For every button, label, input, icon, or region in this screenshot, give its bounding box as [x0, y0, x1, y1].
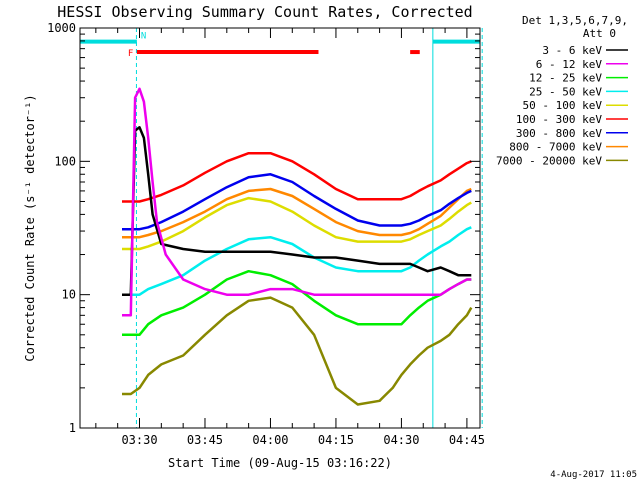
- axes: 1 10 100 1000 03:30 03:45 04:00 04:15 04:30 04:45: [47, 21, 485, 447]
- legend-label: 50 - 100 keV: [523, 99, 603, 112]
- series-line: [122, 296, 473, 406]
- series-line: [122, 226, 472, 296]
- flag-bars: NF: [80, 32, 480, 59]
- legend-label: 3 - 6 keV: [542, 44, 602, 57]
- legend-header-line-1: Det 1,3,5,6,7,9,: [522, 14, 628, 27]
- series-line: [122, 187, 472, 239]
- x-tick-label: 03:30: [121, 433, 157, 447]
- chart-title: HESSI Observing Summary Count Rates, Cor…: [57, 3, 472, 21]
- timestamp: 4-Aug-2017 11:05: [550, 470, 637, 480]
- legend-label: 12 - 25 keV: [529, 72, 602, 85]
- plot-frame: [79, 27, 481, 429]
- y-axis-label: Corrected Count Rate (s⁻¹ detector⁻¹): [23, 94, 37, 361]
- x-tick-label: 04:00: [252, 433, 288, 447]
- legend-label: 300 - 800 keV: [516, 127, 602, 140]
- legend-label: 800 - 7000 keV: [509, 141, 602, 154]
- series-layer: [122, 87, 473, 406]
- series-line: [122, 173, 472, 231]
- x-tick-label: 04:45: [449, 433, 485, 447]
- legend-label: 25 - 50 keV: [529, 85, 602, 98]
- legend-header-line-2: Att 0: [583, 27, 616, 40]
- x-axis-label: Start Time (09-Aug-15 03:16:22): [168, 456, 392, 470]
- y-tick-label: 100: [54, 154, 76, 168]
- legend-label: 6 - 12 keV: [536, 58, 603, 71]
- series-line: [122, 196, 472, 251]
- y-tick-label: 1: [69, 421, 76, 435]
- series-line: [122, 87, 472, 317]
- legend-label: 7000 - 20000 keV: [496, 154, 602, 167]
- legend-label: 100 - 300 keV: [516, 113, 602, 126]
- x-tick-label: 04:15: [318, 433, 354, 447]
- flag-label: N: [141, 32, 146, 42]
- y-tick-label: 1000: [47, 21, 76, 35]
- x-tick-label: 04:30: [383, 433, 419, 447]
- y-tick-label: 10: [62, 288, 76, 302]
- flag-label: F: [128, 49, 133, 59]
- series-line: [122, 126, 472, 296]
- x-tick-label: 03:45: [187, 433, 223, 447]
